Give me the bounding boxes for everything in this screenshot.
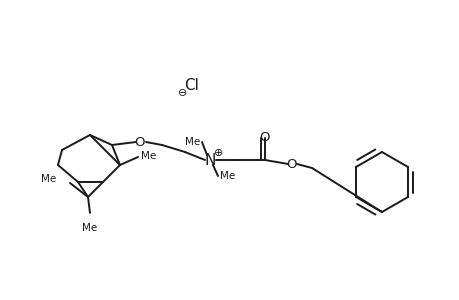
Text: Me: Me: [141, 151, 156, 161]
Text: Me: Me: [82, 223, 97, 233]
Text: O: O: [134, 136, 145, 148]
Text: ⊖: ⊖: [178, 88, 187, 98]
Text: ⊕: ⊕: [214, 148, 223, 158]
Text: O: O: [286, 158, 297, 170]
Text: Me: Me: [41, 174, 56, 184]
Text: O: O: [259, 131, 270, 144]
Text: N: N: [204, 152, 215, 167]
Text: Cl: Cl: [184, 77, 199, 92]
Text: Me: Me: [219, 171, 235, 181]
Text: Me: Me: [185, 137, 200, 147]
